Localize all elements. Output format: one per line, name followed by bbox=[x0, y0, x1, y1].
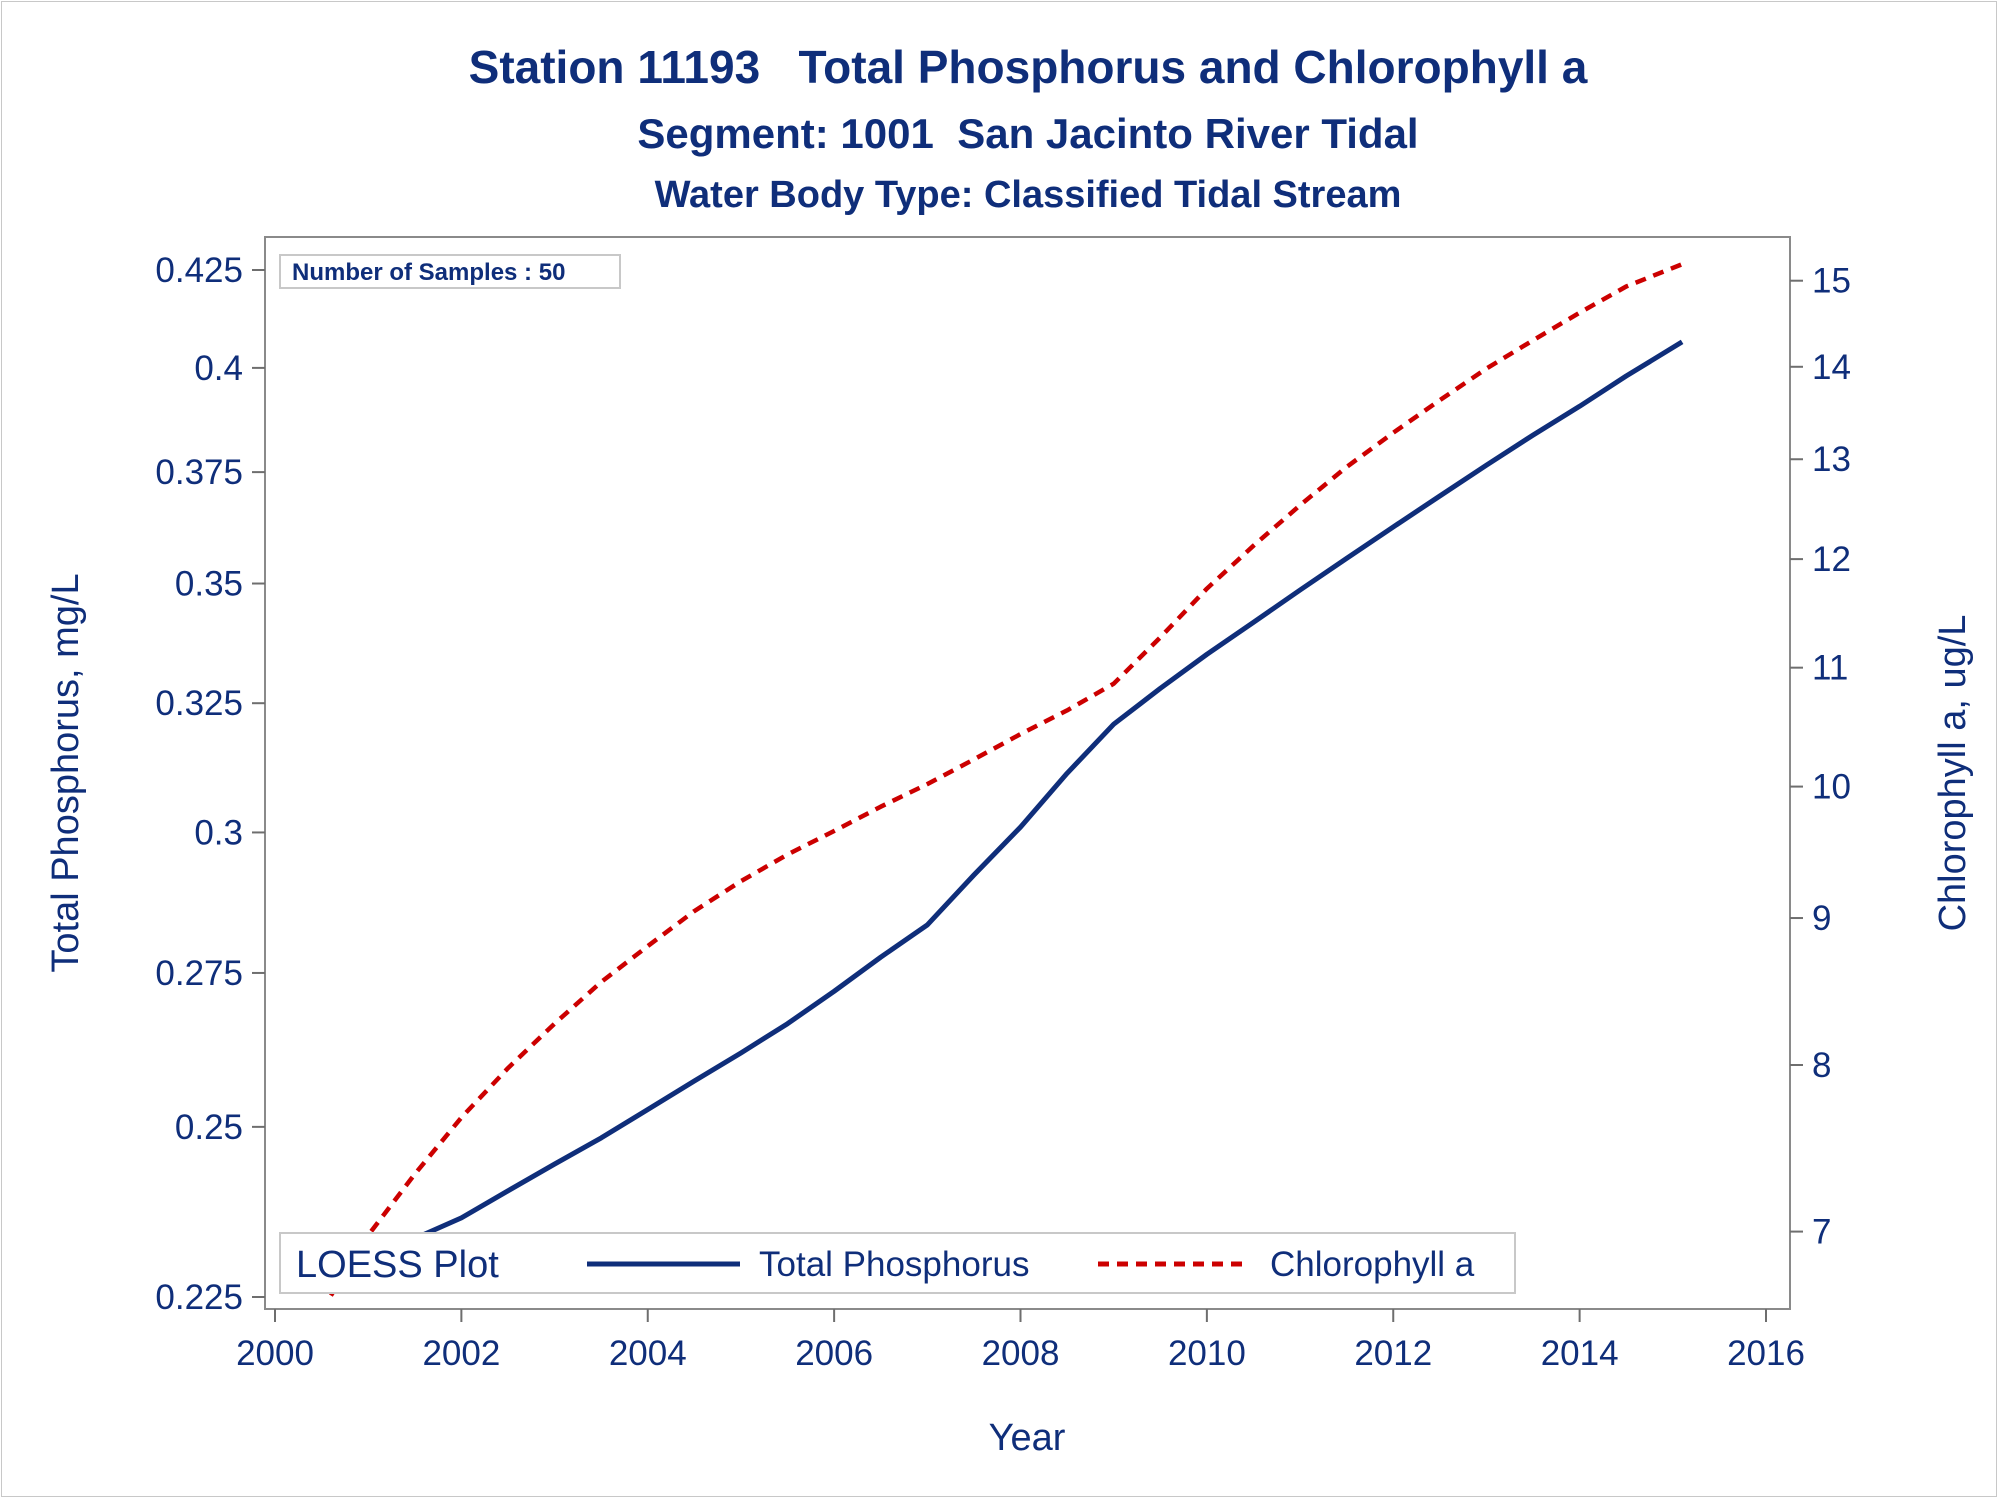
y-tick-label: 0.35 bbox=[175, 565, 243, 604]
y2-axis-label: Chlorophyll a, ug/L bbox=[1932, 615, 1974, 932]
y2-tick-label: 13 bbox=[1812, 440, 1851, 479]
series-line-chlorophyll-a bbox=[328, 262, 1683, 1297]
chart-subtitle-2: Water Body Type: Classified Tidal Stream bbox=[655, 174, 1402, 216]
y-tick-label: 0.275 bbox=[155, 954, 243, 993]
legend-entry-total-phosphorus: Total Phosphorus bbox=[759, 1245, 1029, 1284]
y-tick-label: 0.25 bbox=[175, 1108, 243, 1147]
series-lines bbox=[328, 262, 1684, 1297]
y2-tick-label: 15 bbox=[1812, 262, 1851, 301]
x-axis: 2000 2002 2004 2006 2008 2010 2012 2014 2016 bbox=[236, 1309, 1805, 1373]
x-tick-label: 2006 bbox=[795, 1334, 873, 1373]
series-line-total-phosphorus bbox=[329, 339, 1684, 1283]
chart-titles: Station 11193 Total Phosphorus and Chlor… bbox=[469, 41, 1588, 216]
chart-subtitle: Segment: 1001 San Jacinto River Tidal bbox=[637, 110, 1418, 157]
x-tick-label: 2002 bbox=[422, 1334, 500, 1373]
legend-border bbox=[279, 1232, 1516, 1294]
legend-title: LOESS Plot bbox=[296, 1244, 499, 1286]
y-tick-label: 0.375 bbox=[155, 453, 243, 492]
y2-tick-label: 7 bbox=[1812, 1213, 1831, 1252]
y-tick-label: 0.325 bbox=[155, 684, 243, 723]
y2-tick-label: 9 bbox=[1812, 899, 1831, 938]
y-axis-right: 7 8 9 10 11 12 13 14 15 bbox=[1790, 262, 1851, 1252]
inset-label: Number of Samples : 50 bbox=[292, 259, 565, 286]
plot-area bbox=[264, 236, 1791, 1310]
y-tick-label: 0.3 bbox=[194, 813, 243, 852]
x-tick-label: 2010 bbox=[1168, 1334, 1246, 1373]
x-tick-label: 2012 bbox=[1354, 1334, 1432, 1373]
inset-border bbox=[279, 254, 621, 289]
y-tick-label: 0.4 bbox=[194, 349, 243, 388]
y2-tick-label: 10 bbox=[1812, 768, 1851, 807]
legend-entry-chlorophyll-a: Chlorophyll a bbox=[1270, 1245, 1475, 1284]
x-tick-label: 2008 bbox=[982, 1334, 1060, 1373]
y-axis-left: 0.225 0.25 0.275 0.3 0.325 0.35 0.375 0.4 0.425 bbox=[155, 251, 265, 1317]
legend: LOESS Plot Total Phosphorus Chlorophyll … bbox=[279, 1232, 1516, 1294]
y2-tick-label: 8 bbox=[1812, 1046, 1831, 1085]
y2-tick-label: 12 bbox=[1812, 540, 1851, 579]
x-tick-label: 2016 bbox=[1727, 1334, 1805, 1373]
y2-tick-label: 11 bbox=[1812, 649, 1848, 688]
y-tick-label: 0.225 bbox=[155, 1278, 243, 1317]
y-tick-label: 0.425 bbox=[155, 251, 243, 290]
x-tick-label: 2014 bbox=[1541, 1334, 1619, 1373]
chart-title: Station 11193 Total Phosphorus and Chlor… bbox=[469, 41, 1588, 93]
y2-tick-label: 14 bbox=[1812, 348, 1851, 387]
inset-box: Number of Samples : 50 bbox=[279, 254, 621, 289]
x-axis-label: Year bbox=[989, 1417, 1066, 1459]
x-tick-label: 2000 bbox=[236, 1334, 314, 1373]
y-axis-label: Total Phosphorus, mg/L bbox=[45, 573, 87, 972]
x-tick-label: 2004 bbox=[609, 1334, 687, 1373]
